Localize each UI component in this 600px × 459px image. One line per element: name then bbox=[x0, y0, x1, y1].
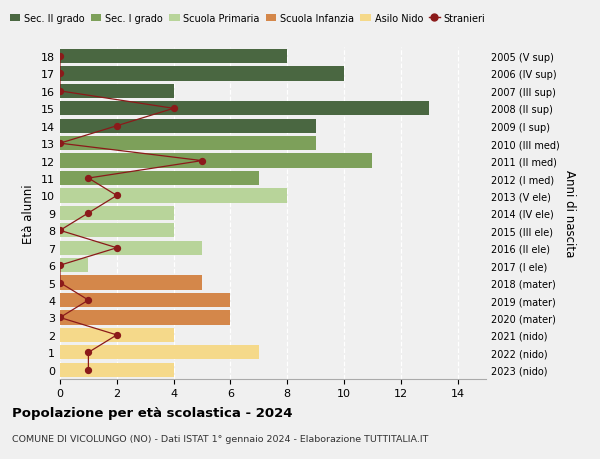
Bar bbox=[60, 328, 173, 342]
Point bbox=[112, 331, 122, 339]
Point bbox=[55, 53, 65, 61]
Point bbox=[83, 175, 93, 182]
Bar bbox=[60, 258, 88, 273]
Bar bbox=[60, 346, 259, 360]
Point bbox=[55, 140, 65, 147]
Bar bbox=[60, 154, 373, 168]
Point bbox=[112, 245, 122, 252]
Bar bbox=[60, 311, 230, 325]
Text: Popolazione per età scolastica - 2024: Popolazione per età scolastica - 2024 bbox=[12, 406, 293, 419]
Point bbox=[83, 297, 93, 304]
Text: COMUNE DI VICOLUNGO (NO) - Dati ISTAT 1° gennaio 2024 - Elaborazione TUTTITALIA.: COMUNE DI VICOLUNGO (NO) - Dati ISTAT 1°… bbox=[12, 434, 428, 443]
Point bbox=[169, 106, 178, 113]
Bar bbox=[60, 102, 429, 116]
Bar bbox=[60, 224, 173, 238]
Point bbox=[83, 210, 93, 217]
Bar bbox=[60, 206, 173, 221]
Bar bbox=[60, 189, 287, 203]
Bar bbox=[60, 363, 173, 377]
Point bbox=[55, 314, 65, 321]
Point bbox=[55, 262, 65, 269]
Point bbox=[55, 280, 65, 287]
Point bbox=[83, 366, 93, 374]
Point bbox=[55, 88, 65, 95]
Bar bbox=[60, 84, 173, 99]
Point bbox=[112, 123, 122, 130]
Bar bbox=[60, 50, 287, 64]
Legend: Sec. II grado, Sec. I grado, Scuola Primaria, Scuola Infanzia, Asilo Nido, Stran: Sec. II grado, Sec. I grado, Scuola Prim… bbox=[6, 10, 489, 28]
Point bbox=[112, 192, 122, 200]
Point bbox=[83, 349, 93, 356]
Bar bbox=[60, 67, 344, 81]
Bar bbox=[60, 293, 230, 308]
Y-axis label: Età alunni: Età alunni bbox=[22, 184, 35, 243]
Point bbox=[55, 227, 65, 235]
Bar bbox=[60, 241, 202, 255]
Point bbox=[55, 71, 65, 78]
Y-axis label: Anni di nascita: Anni di nascita bbox=[563, 170, 576, 257]
Bar bbox=[60, 137, 316, 151]
Point bbox=[197, 157, 207, 165]
Bar bbox=[60, 172, 259, 186]
Bar bbox=[60, 119, 316, 134]
Bar bbox=[60, 276, 202, 290]
